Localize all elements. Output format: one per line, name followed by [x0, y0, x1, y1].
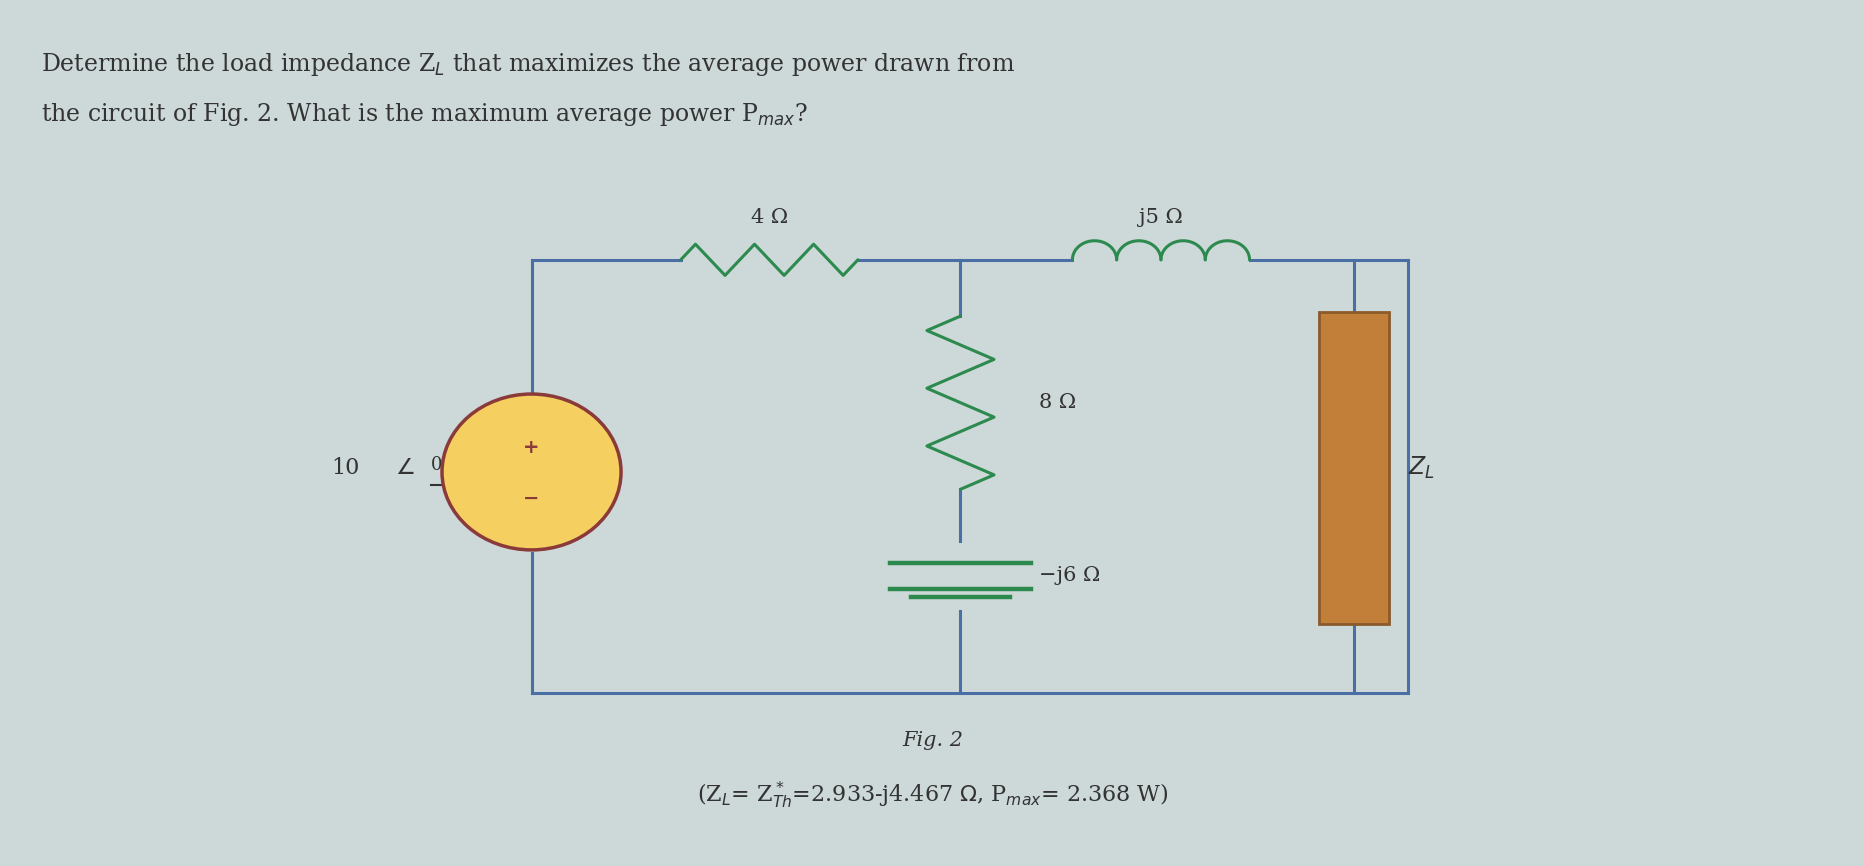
Text: +: + [524, 438, 539, 457]
Text: Determine the load impedance Z$_L$ that maximizes the average power drawn from: Determine the load impedance Z$_L$ that … [41, 51, 1014, 79]
Text: −: − [524, 488, 539, 507]
Text: Fig. 2: Fig. 2 [902, 731, 962, 750]
Text: j5 Ω: j5 Ω [1139, 208, 1182, 227]
Text: 4 Ω: 4 Ω [751, 208, 787, 227]
Text: 8 Ω: 8 Ω [1038, 393, 1076, 412]
Text: 0°: 0° [431, 456, 451, 474]
Text: 10: 10 [332, 456, 360, 479]
Ellipse shape [442, 394, 621, 550]
Bar [1318, 312, 1389, 624]
Text: (Z$_L$= Z$^*_{Th}$=2.933-j4.467 $\Omega$, P$_{max}$= 2.368 W): (Z$_L$= Z$^*_{Th}$=2.933-j4.467 $\Omega$… [697, 779, 1167, 811]
Text: V: V [498, 456, 514, 479]
Text: −j6 Ω: −j6 Ω [1038, 566, 1100, 585]
Text: $Z_L$: $Z_L$ [1407, 455, 1433, 481]
Text: ∠: ∠ [395, 457, 414, 478]
Text: the circuit of Fig. 2. What is the maximum average power P$_{max}$?: the circuit of Fig. 2. What is the maxim… [41, 100, 807, 128]
